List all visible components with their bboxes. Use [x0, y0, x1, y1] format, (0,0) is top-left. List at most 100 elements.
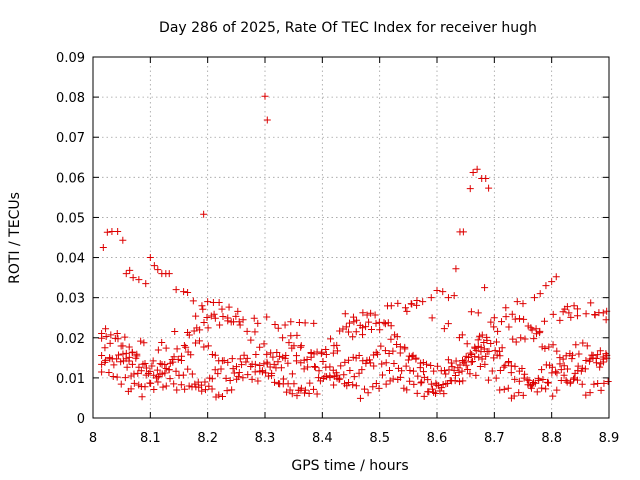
data-point [305, 390, 313, 398]
data-point [224, 314, 232, 322]
data-point [234, 373, 242, 381]
data-point [566, 379, 574, 387]
data-point [113, 373, 121, 381]
data-point [595, 309, 603, 317]
data-point [505, 323, 513, 331]
data-point [574, 367, 582, 375]
data-point [596, 363, 604, 371]
data-point [520, 315, 528, 323]
data-point [228, 355, 236, 363]
data-point [297, 359, 305, 367]
data-point [215, 391, 223, 399]
data-point [553, 347, 561, 355]
data-point [119, 350, 127, 358]
data-point [528, 326, 536, 334]
data-point [254, 377, 262, 385]
x-tick-label: 8.9 [599, 431, 620, 446]
data-point [226, 377, 234, 385]
data-point [581, 365, 589, 373]
data-point [420, 373, 428, 381]
data-point [476, 362, 484, 370]
y-tick-label: 0.06 [56, 171, 85, 186]
data-point [371, 311, 379, 319]
data-point [184, 288, 192, 296]
data-point [565, 309, 573, 317]
data-point [148, 362, 156, 370]
data-point [406, 377, 414, 385]
data-point [553, 386, 561, 394]
data-point [98, 368, 106, 376]
data-point [560, 371, 568, 379]
data-point [170, 380, 178, 388]
data-point [333, 341, 341, 349]
data-point [350, 373, 358, 381]
data-point [372, 379, 380, 387]
data-point [239, 374, 247, 382]
data-point [218, 305, 226, 313]
data-point [452, 265, 460, 273]
data-point [496, 366, 504, 374]
data-point [556, 360, 564, 368]
data-point [273, 348, 281, 356]
data-point [300, 365, 308, 373]
data-point [359, 331, 367, 339]
data-point [557, 366, 565, 374]
data-point [393, 333, 401, 341]
data-point [342, 323, 350, 331]
data-point [390, 360, 398, 368]
data-point [150, 262, 158, 270]
data-point [346, 319, 354, 327]
data-points [98, 92, 612, 402]
data-point [218, 357, 226, 365]
data-point [326, 373, 334, 381]
x-tick-label: 8.2 [197, 431, 218, 446]
data-point [195, 383, 203, 391]
data-point [512, 338, 520, 346]
data-point [135, 363, 143, 371]
data-point [135, 381, 143, 389]
data-point [531, 379, 539, 387]
x-tick-label: 8.1 [140, 431, 161, 446]
data-point [430, 388, 438, 396]
data-point [478, 355, 486, 363]
data-point [375, 384, 383, 392]
data-point [396, 343, 404, 351]
data-point [133, 350, 141, 358]
data-point [594, 379, 602, 387]
data-point [310, 319, 318, 327]
data-point [287, 318, 295, 326]
data-point [236, 355, 244, 363]
data-point [188, 370, 196, 378]
data-point [260, 340, 268, 348]
data-point [352, 328, 360, 336]
data-point [172, 286, 180, 294]
data-point [448, 363, 456, 371]
data-point [538, 366, 546, 374]
data-point [530, 335, 538, 343]
data-point [500, 385, 508, 393]
data-point [282, 351, 290, 359]
data-point [169, 358, 177, 366]
data-point [288, 370, 296, 378]
data-point [556, 354, 564, 362]
data-point [110, 361, 118, 369]
data-point [362, 359, 370, 367]
data-point [456, 378, 464, 386]
data-point [258, 368, 266, 376]
data-point [535, 376, 543, 384]
data-point [287, 332, 295, 340]
data-point [604, 377, 612, 385]
y-tick-label: 0.09 [56, 51, 85, 66]
data-point [401, 345, 409, 353]
y-tick-label: 0.05 [56, 211, 85, 226]
data-point [109, 373, 117, 381]
data-point [156, 360, 164, 368]
data-point [483, 348, 491, 356]
data-point [568, 355, 576, 363]
data-point [99, 244, 107, 252]
data-point [381, 347, 389, 355]
data-point [214, 370, 222, 378]
data-point [440, 390, 448, 398]
data-point [281, 354, 289, 362]
x-axis-ticks: 8 8.1 8.2 8.3 8.4 8.5 8.6 8.7 8.8 8.9 [89, 57, 619, 446]
